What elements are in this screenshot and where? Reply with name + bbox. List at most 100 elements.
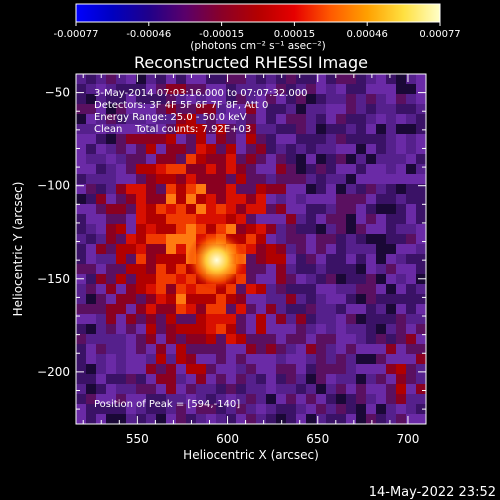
heatmap-cell [276,114,287,125]
heatmap-cell [316,404,327,415]
heatmap-cell [296,294,307,305]
heatmap-cell [246,104,257,115]
heatmap-cell [346,94,357,105]
heatmap-cell [276,164,287,175]
heatmap-cell [226,214,237,225]
heatmap-cell [126,124,137,135]
heatmap-cell [246,134,257,145]
heatmap-cell [116,94,127,105]
heatmap-cell [276,184,287,195]
heatmap-cell [176,184,187,195]
peak-position-label: Position of Peak = [594,-140] [94,399,240,410]
heatmap-cell [246,374,257,385]
heatmap-cell [86,334,97,345]
heatmap-cell [246,124,257,135]
heatmap-cell [156,274,167,285]
heatmap-cell [406,74,417,85]
heatmap-cell [306,254,317,265]
heatmap-cell [136,274,147,285]
heatmap-cell [306,374,317,385]
heatmap-cell [396,124,407,135]
heatmap-cell [166,364,177,375]
heatmap-cell [106,204,117,215]
heatmap-cell [326,224,337,235]
heatmap-cell [416,134,426,145]
heatmap-cell [416,384,426,395]
heatmap-cell [336,324,347,335]
heatmap-cell [86,264,97,275]
heatmap-cell [376,164,387,175]
heatmap-cell [326,284,337,295]
heatmap-cell [316,314,327,325]
heatmap-cell [396,74,407,85]
heatmap-cell [276,254,287,265]
heatmap-cell [176,414,187,424]
heatmap-cell [296,394,307,405]
heatmap-cell [406,314,417,325]
heatmap-cell [366,324,377,335]
heatmap-cell [266,114,277,125]
heatmap-cell [396,144,407,155]
heatmap-cell [356,404,367,415]
heatmap-cell [366,84,377,95]
heatmap-cell [116,224,127,235]
heatmap-cell [396,194,407,205]
heatmap-cell [386,74,397,85]
heatmap-cell [206,344,217,355]
heatmap-cell [196,294,207,305]
heatmap-cell [396,204,407,215]
heatmap-cell [156,304,167,315]
heatmap-cell [396,284,407,295]
heatmap-cell [96,214,107,225]
heatmap-cell [406,104,417,115]
heatmap-cell [336,394,347,405]
heatmap-cell [336,254,347,265]
heatmap-cell [246,204,257,215]
heatmap-cell [146,284,157,295]
heatmap-cell [286,194,297,205]
heatmap-cell [256,224,267,235]
heatmap-cell [126,94,137,105]
heatmap-cell [146,334,157,345]
heatmap-cell [336,114,347,125]
heatmap-cell [136,284,147,295]
heatmap-cell [86,94,97,105]
heatmap-cell [366,394,377,405]
heatmap-cell [146,274,157,285]
heatmap-cell [146,134,157,145]
heatmap-cell [416,114,426,125]
x-tick-label: 700 [397,432,420,446]
heatmap-cell [156,174,167,185]
heatmap-cell [106,234,117,245]
heatmap-cell [126,414,137,424]
heatmap-cell [206,414,217,424]
heatmap-cell [136,394,147,405]
heatmap-cell [236,204,247,215]
heatmap-cell [346,214,357,225]
heatmap-cell [356,364,367,375]
heatmap-cell [206,304,217,315]
heatmap-cell [236,394,247,405]
heatmap-cell [106,224,117,235]
heatmap-cell [286,374,297,385]
heatmap-cell [316,214,327,225]
heatmap-cell [306,104,317,115]
heatmap-cell [286,364,297,375]
heatmap-cell [316,294,327,305]
heatmap-cell [366,264,377,275]
heatmap-cell [286,284,297,295]
heatmap-cell [296,174,307,185]
heatmap-cell [166,204,177,215]
heatmap-cell [416,414,426,424]
heatmap-cell [116,414,127,424]
heatmap-cell [176,204,187,215]
heatmap-cell [146,74,157,85]
heatmap-cell [236,404,247,415]
heatmap-cell [116,254,127,265]
heatmap-cell [326,374,337,385]
colorbar-tick-label: 0.00077 [419,29,460,40]
heatmap-cell [306,284,317,295]
heatmap-cell [406,294,417,305]
heatmap-cell [76,74,87,85]
heatmap-cell [186,294,197,305]
